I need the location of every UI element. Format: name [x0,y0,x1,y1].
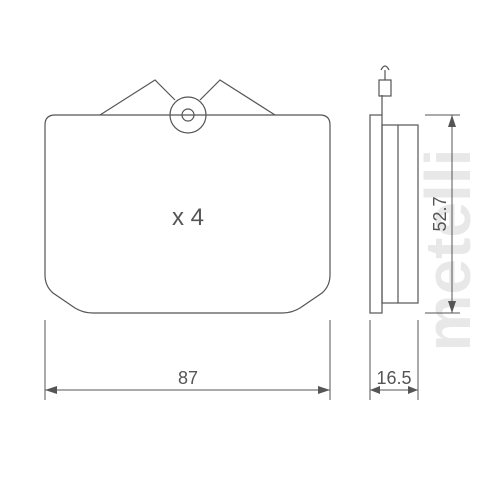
watermark: metelli [412,149,484,352]
dim-thickness: 16.5 [370,320,418,400]
technical-drawing: metelli x 4 [0,0,500,500]
side-top-pin [379,66,391,115]
dim-width: 87 [45,320,330,400]
quantity-label: x 4 [172,204,204,231]
top-clip [100,80,275,133]
side-view [370,66,418,313]
dim-height-value: 52.7 [430,196,450,231]
dim-thickness-value: 16.5 [376,368,411,388]
clip-right-arm [200,80,275,115]
clip-left-arm [100,80,175,115]
side-backplate [370,115,382,313]
front-view: x 4 [45,80,330,313]
watermark-text: metelli [412,149,484,352]
dim-width-value: 87 [178,368,198,388]
